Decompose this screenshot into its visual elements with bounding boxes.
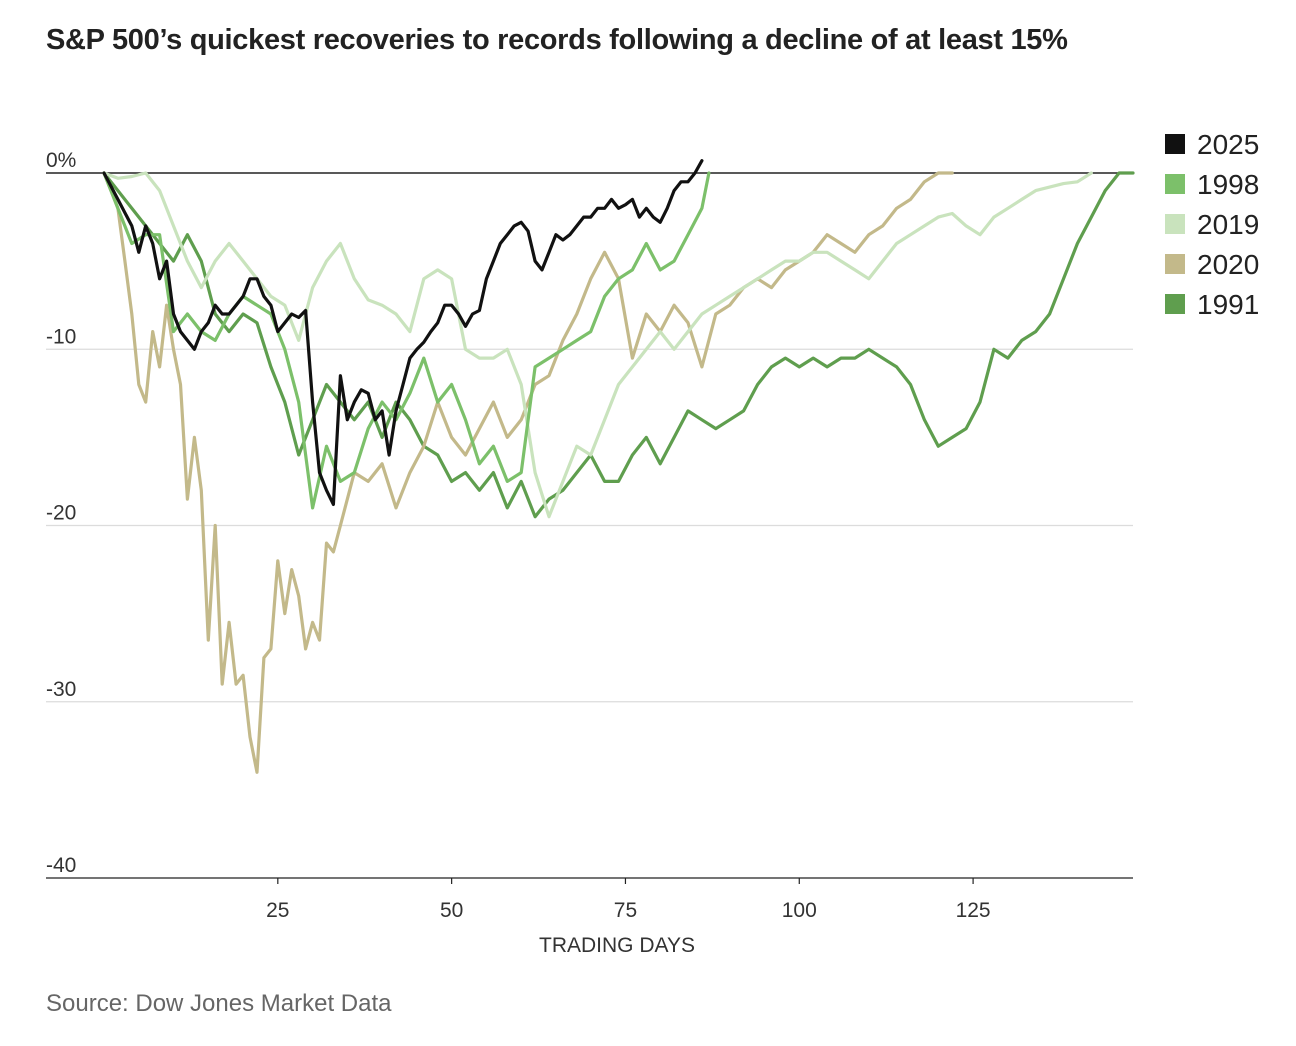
legend-swatch-1998: [1165, 174, 1185, 194]
x-axis-tick-labels: 25 50 75 100 125: [266, 878, 991, 922]
series-lines: [102, 159, 1135, 774]
legend-label-2020: 2020: [1197, 249, 1259, 280]
series-line-2020: [102, 171, 954, 774]
legend-label-1991: 1991: [1197, 289, 1259, 320]
x-axis-title: TRADING DAYS: [539, 934, 695, 957]
y-tick-label: -30: [46, 678, 76, 701]
legend-label-1998: 1998: [1197, 169, 1259, 200]
x-tick-label: 25: [266, 899, 289, 922]
x-tick-label: 75: [614, 899, 637, 922]
y-tick-label: -40: [46, 854, 76, 877]
series-line-2019: [102, 171, 1093, 519]
y-tick-label: 0%: [46, 149, 76, 172]
x-tick-label: 50: [440, 899, 463, 922]
source-note: Source: Dow Jones Market Data: [46, 990, 392, 1017]
legend-label-2025: 2025: [1197, 129, 1259, 160]
legend-label-2019: 2019: [1197, 209, 1259, 240]
legend-swatch-2025: [1165, 134, 1185, 154]
y-axis-tick-labels: 0% -10 -20 -30 -40: [46, 149, 76, 877]
x-tick-label: 100: [782, 899, 817, 922]
y-tick-label: -10: [46, 325, 76, 348]
y-tick-label: -20: [46, 502, 76, 525]
series-line-2025: [102, 159, 704, 506]
legend-swatch-2020: [1165, 254, 1185, 274]
x-tick-label: 125: [956, 899, 991, 922]
legend-swatch-2019: [1165, 214, 1185, 234]
series-line-1998: [102, 171, 711, 510]
chart-title: S&P 500’s quickest recoveries to records…: [46, 24, 1068, 56]
legend-swatch-1991: [1165, 294, 1185, 314]
series-line-1991: [102, 171, 1135, 519]
legend: 2025 1998 2019 2020 1991: [1165, 129, 1259, 320]
